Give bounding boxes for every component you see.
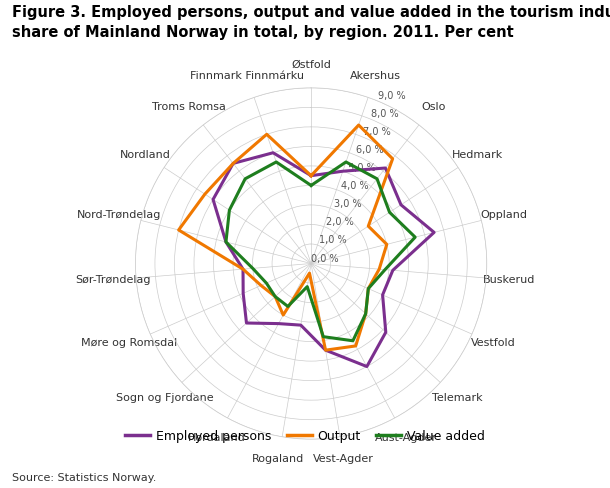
Text: Source: Statistics Norway.: Source: Statistics Norway. [12,473,157,483]
Legend: Employed persons, Output, Value added: Employed persons, Output, Value added [120,425,490,447]
Text: Figure 3. Employed persons, output and value added in the tourism industries'
sh: Figure 3. Employed persons, output and v… [12,5,610,40]
